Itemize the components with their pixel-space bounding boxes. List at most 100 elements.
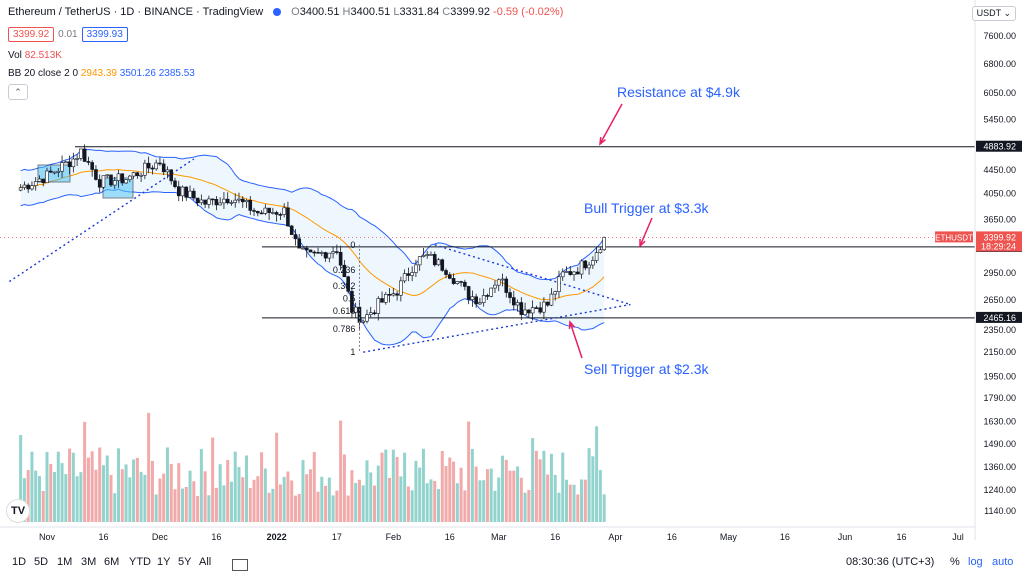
- range-ytd[interactable]: YTD: [129, 556, 151, 568]
- candle-body: [218, 202, 222, 206]
- candle-body: [109, 174, 113, 186]
- volume-bar: [587, 448, 591, 522]
- candle-body: [256, 211, 260, 214]
- candle-body: [440, 259, 445, 271]
- candle-body: [327, 252, 332, 259]
- candle-body: [143, 162, 147, 176]
- auto-scale-toggle[interactable]: auto: [992, 556, 1014, 568]
- candle-body: [86, 161, 91, 163]
- fib-retracement: 0 0.236 0.382 0.5 0.618 0.786 1: [333, 240, 360, 357]
- volume-bar: [275, 432, 279, 522]
- volume-bar: [602, 494, 606, 522]
- candle-body: [30, 185, 34, 190]
- candle-body: [79, 148, 83, 159]
- range-1m[interactable]: 1M: [57, 556, 73, 568]
- volume-bar: [237, 467, 241, 522]
- range-1d[interactable]: 1D: [12, 556, 27, 568]
- currency-selector[interactable]: USDT ⌄: [971, 6, 1016, 21]
- candle-body: [451, 278, 456, 284]
- bb-upper-line: [20, 148, 605, 281]
- tradingview-logo-icon[interactable]: TV: [6, 499, 30, 523]
- buy-price-button[interactable]: 3399.93: [81, 27, 128, 42]
- volume-bar: [418, 467, 422, 522]
- volume-bar: [395, 456, 399, 522]
- spread-value: 0.01: [58, 29, 78, 40]
- candle-body: [244, 200, 249, 203]
- candle-body: [316, 252, 320, 254]
- candle-body: [180, 186, 185, 197]
- time-tick-label: Mar: [491, 532, 507, 542]
- range-5y[interactable]: 5Y: [178, 556, 192, 568]
- date-range-calendar-icon[interactable]: [232, 559, 248, 571]
- volume-bar: [49, 463, 53, 522]
- candle-body: [184, 186, 189, 198]
- volume-bar: [425, 483, 429, 522]
- price-tick-label: 1790.00: [983, 393, 1016, 403]
- candle-body: [523, 309, 527, 315]
- symbol-title[interactable]: Ethereum / TetherUS · 1D · BINANCE · Tra…: [8, 6, 264, 18]
- volume-bar: [30, 451, 34, 522]
- volume-bar: [98, 447, 102, 522]
- volume-bar: [188, 470, 192, 522]
- volume-bar: [248, 488, 252, 522]
- range-6m[interactable]: 6M: [104, 556, 120, 568]
- volume-bar: [68, 448, 72, 522]
- volume-bar: [591, 456, 595, 522]
- candle-body: [278, 214, 283, 216]
- candle-body: [542, 301, 546, 313]
- candle-body: [203, 199, 207, 205]
- bull-trigger-annotation-arrow: [639, 217, 653, 247]
- fib-level-label: 0.786: [333, 324, 356, 334]
- log-scale-toggle[interactable]: log: [968, 556, 983, 568]
- range-all[interactable]: All: [199, 556, 212, 568]
- volume-bar: [117, 448, 121, 522]
- volume-bar: [388, 477, 392, 522]
- price-tick-label: 6050.00: [983, 88, 1016, 98]
- volume-bar: [534, 450, 538, 522]
- candle-body: [33, 181, 38, 186]
- volume-bar: [192, 481, 196, 522]
- resistance-annotation-arrow: [599, 103, 623, 145]
- volume-bar: [478, 480, 482, 522]
- last-price-badge-text: 3399.92: [983, 232, 1016, 242]
- time-tick-label: 16: [897, 532, 907, 542]
- volume-bar: [459, 467, 463, 522]
- range-3m[interactable]: 3M: [81, 556, 97, 568]
- volume-bar: [316, 491, 320, 522]
- candle-body: [158, 162, 162, 165]
- time-axis: Nov 16 Dec 16 2022 17 Feb 16 Mar 16 Apr 16 May 16 Jun 1…: [0, 526, 975, 542]
- bull-trigger-annotation: Bull Trigger at $3.3k: [584, 200, 710, 216]
- candle-body: [139, 174, 143, 177]
- sell-trigger-annotation-arrow: [569, 321, 583, 359]
- candle-body: [583, 260, 588, 269]
- candle-body: [579, 260, 584, 275]
- volume-bar: [203, 471, 207, 522]
- bollinger-legend[interactable]: BB 20 close 2 0 2943.39 3501.26 2385.53: [8, 68, 195, 79]
- volume-bar: [474, 466, 478, 522]
- volume-bar: [245, 455, 249, 522]
- candle-body: [195, 197, 200, 204]
- collapse-legend-button[interactable]: ⌃: [8, 84, 28, 100]
- sell-trigger-annotation: Sell Trigger at $2.3k: [584, 361, 710, 377]
- range-5d[interactable]: 5D: [34, 556, 49, 568]
- ohlc-readout: O3400.51 H3400.51 L3331.84 C3399.92 -0.5…: [291, 6, 564, 18]
- time-tick-label: Dec: [152, 532, 169, 542]
- range-1y[interactable]: 1Y: [157, 556, 171, 568]
- price-tick-label: 1140.00: [984, 506, 1016, 516]
- time-tick-label: May: [720, 532, 738, 542]
- volume-bar: [222, 485, 226, 522]
- volume-bar: [546, 474, 550, 522]
- price-tick-label: 2950.00: [983, 268, 1016, 278]
- clock-readout[interactable]: 08:30:36 (UTC+3): [846, 556, 935, 568]
- candle-body: [549, 293, 554, 306]
- volume-bar: [373, 485, 377, 522]
- resistance-annotation: Resistance at $4.9k: [617, 84, 741, 100]
- sell-trigger-annotation-arrowhead: [568, 320, 576, 330]
- percent-scale-toggle[interactable]: %: [950, 556, 960, 568]
- candle-body: [368, 312, 373, 315]
- sell-price-button[interactable]: 3399.92: [8, 27, 55, 42]
- volume-legend[interactable]: Vol 82.513K: [8, 50, 62, 61]
- time-tick-label: 17: [332, 532, 342, 542]
- volume-bar: [485, 469, 489, 522]
